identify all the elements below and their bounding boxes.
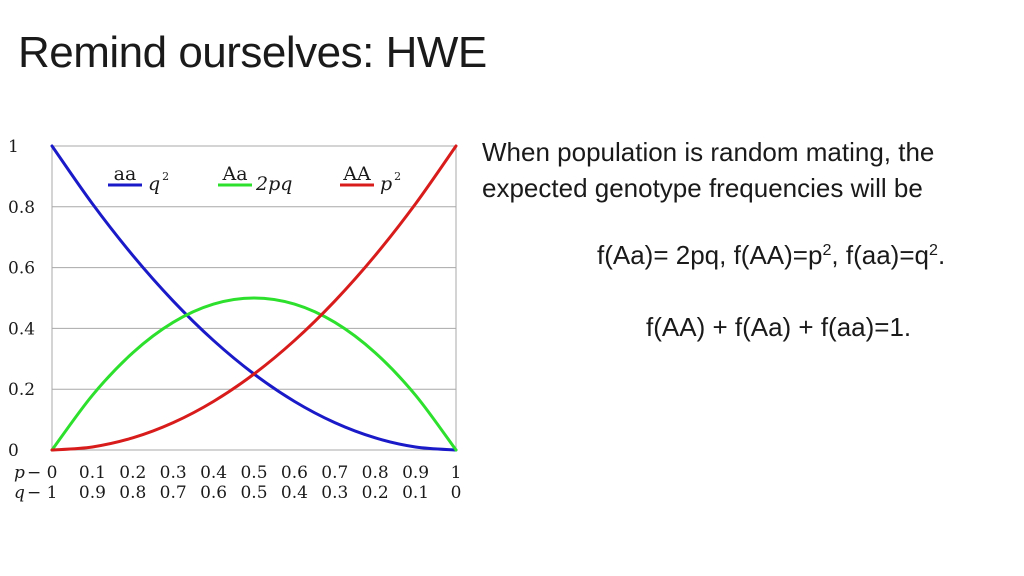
x-tick-p-1: 0.1 [79, 463, 106, 483]
x-tick-q-1: 0.9 [79, 483, 106, 503]
x-tick-p-2: 0.2 [119, 463, 146, 483]
formula-exp-q: 2 [928, 241, 938, 260]
x-tick-q-0: 1 [47, 483, 58, 503]
x-tick-p-7: 0.7 [321, 463, 348, 483]
legend-label-aa: aa [114, 163, 137, 185]
hwe-description: When population is random mating, the ex… [482, 137, 935, 203]
x-tick-q-6: 0.4 [281, 483, 308, 503]
x-tick-q-8: 0.2 [362, 483, 389, 503]
chart-legend: aa q 2 Aa 2pq AA p 2 [108, 163, 401, 195]
y-tick-3: 0.6 [8, 259, 35, 279]
y-tick-labels: 0 0.2 0.4 0.6 0.8 1 [8, 137, 35, 461]
legend-formula-aa: p [380, 173, 392, 195]
x-tick-q-7: 0.3 [321, 483, 348, 503]
x-tick-p-10: 1 [451, 463, 462, 483]
formula-part-1: f(Aa)= 2pq, f(AA)=p [597, 240, 823, 270]
x-tick-p-0: 0 [47, 463, 58, 483]
legend-formula-aa: 2pq [255, 173, 292, 195]
series-line-aa [50, 296, 458, 452]
x-tick-p-9: 0.9 [402, 463, 429, 483]
x-tick-p-5: 0.5 [240, 463, 267, 483]
frequency-sum-formula: f(AA) + f(Aa) + f(aa)=1. [646, 312, 912, 342]
formula-part-3: . [937, 240, 946, 270]
formula-part-2: , f(aa)=q [831, 240, 929, 270]
legend-exp-aa: 2 [394, 170, 401, 183]
hwe-genotype-chart: aa q 2 Aa 2pq AA p 2 00.20.40.60.81 pq−−010.10.… [8, 137, 461, 503]
chart-curves [50, 144, 458, 452]
x-axis-dash-q: − [27, 483, 41, 503]
x-tick-p-3: 0.3 [160, 463, 187, 483]
x-axis-dash-p: − [27, 463, 41, 483]
x-axis-label-p: p [14, 463, 25, 483]
series-line-aa [50, 144, 458, 452]
y-tick-1: 0.2 [8, 380, 35, 400]
x-tick-q-4: 0.6 [200, 483, 227, 503]
y-tick-5: 1 [8, 137, 19, 157]
slide-title: Remind ourselves: HWE [18, 28, 487, 77]
legend-label-aa: AA [342, 163, 371, 185]
y-tick-0: 0 [8, 441, 19, 461]
legend-exp-aa: 2 [162, 170, 169, 183]
x-axis-label-q: q [14, 483, 25, 503]
x-tick-q-2: 0.8 [119, 483, 146, 503]
x-tick-p-4: 0.4 [200, 463, 227, 483]
x-tick-labels: pq−−010.10.90.20.80.30.70.40.60.50.50.60… [14, 463, 461, 503]
y-tick-2: 0.4 [8, 319, 35, 339]
legend-formula-aa: q [148, 173, 160, 195]
x-tick-p-6: 0.6 [281, 463, 308, 483]
x-tick-q-5: 0.5 [240, 483, 267, 503]
x-tick-q-3: 0.7 [160, 483, 187, 503]
chart-grid [51, 145, 457, 451]
y-tick-4: 0.8 [8, 198, 35, 218]
genotype-frequency-formula: f(Aa)= 2pq, f(AA)=p2, f(aa)=q2. [597, 240, 945, 271]
x-tick-q-10: 0 [451, 483, 462, 503]
legend-label-aa: Aa [221, 163, 247, 185]
x-tick-q-9: 0.1 [402, 483, 429, 503]
x-tick-p-8: 0.8 [362, 463, 389, 483]
formula-exp-p: 2 [822, 241, 832, 260]
